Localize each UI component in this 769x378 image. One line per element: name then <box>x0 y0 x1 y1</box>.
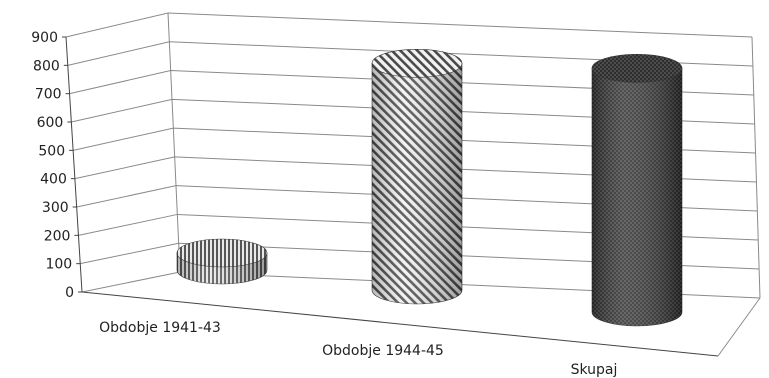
y-axis-tick-labels: 0 100 200 300 400 500 600 700 800 900 <box>31 30 74 301</box>
y-tick-label: 600 <box>37 115 64 131</box>
y-axis-line <box>65 36 83 293</box>
bar-shading <box>592 68 682 326</box>
y-tick-label: 500 <box>38 143 65 159</box>
y-tick-label: 100 <box>45 257 72 273</box>
back-wall-left-edge <box>167 12 181 273</box>
x-axis-line <box>81 291 719 357</box>
bars <box>176 49 683 327</box>
y-tick-label: 0 <box>65 285 74 301</box>
y-tick-label: 800 <box>33 58 60 74</box>
floor-right-edge <box>717 297 761 357</box>
y-tick-label: 900 <box>31 30 58 46</box>
y-tick-label: 200 <box>44 228 71 244</box>
x-axis-category-labels: Obdobje 1941-43 Obdobje 1944-45 Skupaj <box>99 320 617 378</box>
y-tick-label: 700 <box>35 87 62 103</box>
bar-top <box>176 238 268 268</box>
y-tick-label: 400 <box>40 172 67 188</box>
bar-shading <box>372 63 462 305</box>
x-category-label: Skupaj <box>571 362 618 378</box>
bar <box>371 49 463 305</box>
axes <box>62 12 761 357</box>
bar <box>591 54 683 327</box>
bar <box>176 238 268 285</box>
y-tick-label: 300 <box>42 200 69 216</box>
back-wall-right-edge <box>751 36 761 299</box>
bar-top <box>371 49 463 78</box>
bar-top <box>591 54 683 83</box>
x-category-label: Obdobje 1941-43 <box>99 320 221 336</box>
x-category-label: Obdobje 1944-45 <box>322 343 444 359</box>
